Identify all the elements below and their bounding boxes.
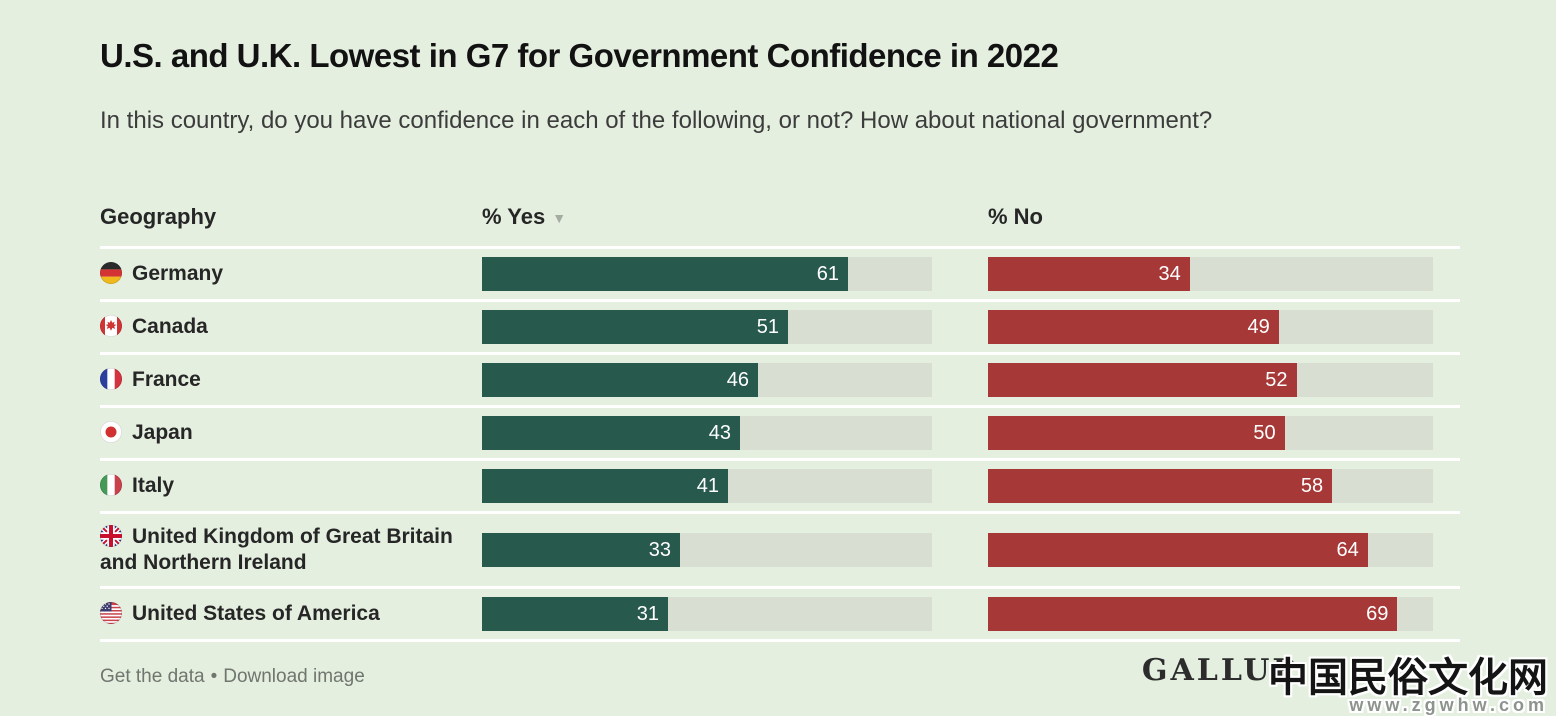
table-header-row: Geography % Yes ▼ % No [100, 178, 1460, 249]
no-bar: 49 [988, 310, 1279, 344]
no-bar: 69 [988, 597, 1398, 631]
france-flag-icon [100, 368, 122, 390]
col-header-geography[interactable]: Geography [100, 204, 217, 229]
no-value-label: 50 [1253, 421, 1276, 444]
col-header-yes-label: % Yes [482, 204, 546, 229]
yes-value-label: 33 [648, 538, 671, 561]
watermark-url: www.zgwhw.com [1349, 695, 1548, 715]
germany-flag-icon [100, 262, 122, 284]
no-bar: 58 [988, 469, 1333, 503]
yes-value-label: 43 [708, 421, 731, 444]
no-bar: 34 [988, 257, 1190, 291]
yes-bar: 41 [482, 469, 728, 503]
yes-value-label: 31 [636, 602, 659, 625]
yes-bar: 31 [482, 597, 668, 631]
uk-flag-icon [100, 525, 122, 547]
table-row-united-states: United States of America 31 69 [100, 589, 1460, 642]
no-value-label: 52 [1265, 368, 1288, 391]
no-value-label: 49 [1247, 315, 1270, 338]
yes-value-label: 51 [756, 315, 779, 338]
table-row-japan: Japan 43 50 [100, 408, 1460, 461]
download-image-link[interactable]: Download image [223, 666, 365, 687]
canada-flag-icon [100, 315, 122, 337]
italy-flag-icon [100, 474, 122, 496]
confidence-table: Geography % Yes ▼ % No Germany 61 34 Cana… [100, 178, 1460, 642]
country-label: Italy [132, 474, 175, 497]
yes-bar: 43 [482, 416, 740, 450]
col-header-no[interactable]: % No [988, 204, 1043, 229]
table-row-united-kingdom: United Kingdom of Great Britain and Nort… [100, 514, 1460, 589]
no-value-label: 58 [1300, 474, 1324, 497]
chart-page: U.S. and U.K. Lowest in G7 for Governmen… [100, 37, 1556, 688]
country-label: United Kingdom of Great Britain and Nort… [100, 525, 453, 574]
no-bar-track: 69 [988, 597, 1433, 631]
no-bar: 52 [988, 363, 1297, 397]
country-label: Germany [132, 262, 224, 285]
table-row-italy: Italy 41 58 [100, 461, 1460, 514]
no-value-label: 64 [1336, 538, 1359, 561]
table-row-canada: Canada 51 49 [100, 302, 1460, 355]
col-header-yes[interactable]: % Yes ▼ [482, 204, 932, 246]
no-bar: 64 [988, 533, 1368, 567]
yes-value-label: 61 [816, 262, 839, 285]
yes-bar: 33 [482, 533, 680, 567]
no-value-label: 34 [1158, 262, 1181, 285]
yes-bar-track: 51 [482, 310, 932, 344]
yes-bar: 51 [482, 310, 788, 344]
no-bar-track: 34 [988, 257, 1433, 291]
no-value-label: 69 [1366, 602, 1389, 625]
yes-bar-track: 61 [482, 257, 932, 291]
table-row-germany: Germany 61 34 [100, 249, 1460, 302]
yes-bar-track: 33 [482, 533, 932, 567]
yes-bar: 61 [482, 257, 848, 291]
yes-bar-track: 43 [482, 416, 932, 450]
country-label: Japan [132, 421, 193, 444]
country-label: Canada [132, 315, 208, 338]
no-bar-track: 49 [988, 310, 1433, 344]
sort-desc-icon: ▼ [552, 210, 567, 226]
yes-value-label: 46 [726, 368, 749, 391]
no-bar-track: 52 [988, 363, 1433, 397]
yes-value-label: 41 [696, 474, 719, 497]
no-bar-track: 58 [988, 469, 1433, 503]
yes-bar: 46 [482, 363, 758, 397]
country-label: United States of America [132, 602, 380, 625]
japan-flag-icon [100, 421, 122, 443]
page-title: U.S. and U.K. Lowest in G7 for Governmen… [100, 37, 1059, 74]
chart-subtitle: In this country, do you have confidence … [100, 107, 1213, 134]
yes-bar-track: 41 [482, 469, 932, 503]
yes-bar-track: 46 [482, 363, 932, 397]
footer: Get the data • Download image [100, 666, 1556, 688]
us-flag-icon [100, 602, 122, 624]
no-bar: 50 [988, 416, 1285, 450]
get-data-link[interactable]: Get the data [100, 666, 205, 687]
no-bar-track: 50 [988, 416, 1433, 450]
footer-separator: • [210, 666, 218, 687]
yes-bar-track: 31 [482, 597, 932, 631]
table-row-france: France 46 52 [100, 355, 1460, 408]
no-bar-track: 64 [988, 533, 1433, 567]
country-label: France [132, 368, 201, 391]
